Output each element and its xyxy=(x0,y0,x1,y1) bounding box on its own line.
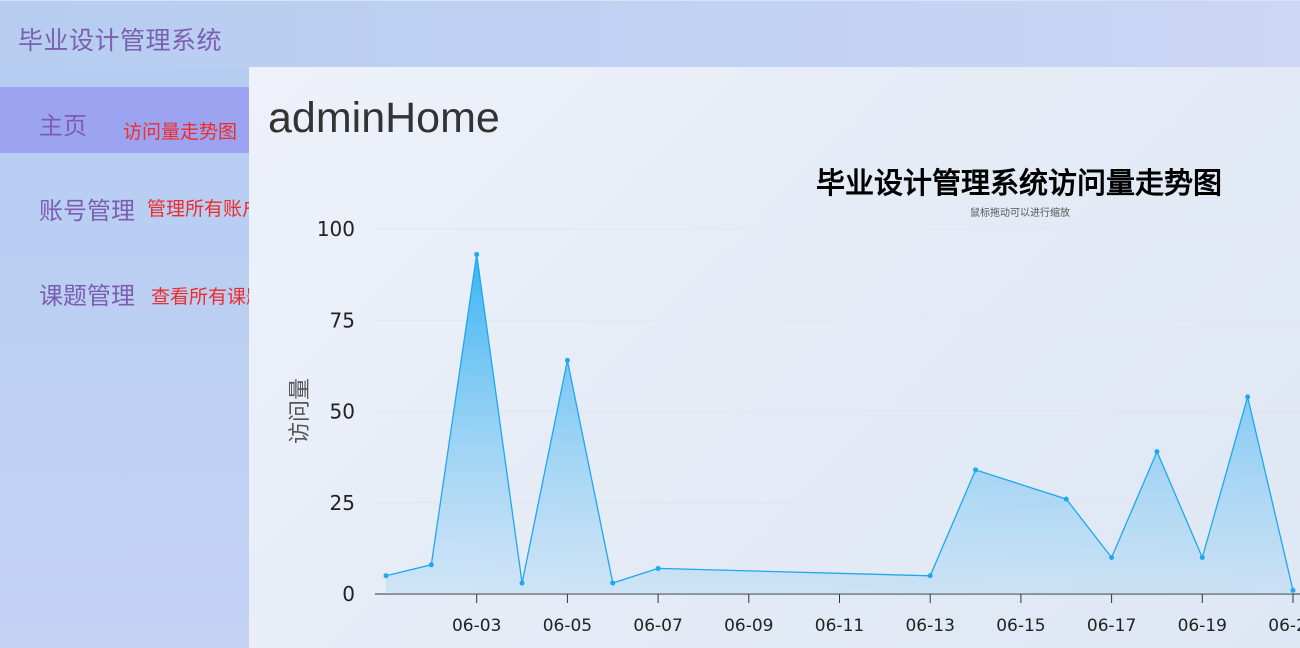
y-tick-label: 50 xyxy=(330,400,355,424)
sidebar-item-topics[interactable]: 课题管理 查看所有课题 xyxy=(0,257,265,323)
sidebar-item-desc: 管理所有账户 xyxy=(147,199,262,220)
x-tick-label: 06-11 xyxy=(815,616,864,636)
y-tick-label: 100 xyxy=(317,217,355,241)
x-tick-label: 06-17 xyxy=(1087,616,1136,636)
page-title: adminHome xyxy=(268,94,500,142)
data-point xyxy=(927,573,933,579)
main-content: adminHome 毕业设计管理系统访问量走势图 鼠标拖动可以进行缩放 访问量 … xyxy=(249,67,1300,648)
x-tick-label: 06-19 xyxy=(1178,616,1227,636)
data-point xyxy=(1245,394,1251,400)
series-visits xyxy=(383,252,1296,594)
data-point xyxy=(428,562,434,568)
x-tick-label: 06-05 xyxy=(543,616,592,636)
sidebar-item-home[interactable]: 主页 访问量走势图 xyxy=(0,87,249,153)
data-point xyxy=(655,565,661,571)
series-area xyxy=(386,254,1293,594)
app-title: 毕业设计管理系统 xyxy=(18,27,223,55)
data-point xyxy=(1199,555,1205,560)
x-tick-label: 06-09 xyxy=(724,616,773,636)
y-tick-label: 0 xyxy=(342,582,355,606)
sidebar-item-desc: 访问量走势图 xyxy=(123,122,238,143)
data-point xyxy=(973,467,979,473)
x-tick-label: 06-07 xyxy=(633,616,682,636)
data-point xyxy=(1109,555,1115,560)
data-point xyxy=(1290,587,1296,593)
data-point xyxy=(383,573,389,579)
x-tick-label: 06-15 xyxy=(996,616,1045,636)
x-axis-ticks: 06-03 06-05 06-07 06-09 06-11 06-13 06-15 06-17… xyxy=(375,593,1300,636)
top-bar: 毕业设计管理系统 xyxy=(0,0,1300,67)
y-axis-label: 访问量 xyxy=(288,378,313,444)
sidebar-item-desc: 查看所有课题 xyxy=(151,287,266,308)
y-tick-label: 75 xyxy=(330,308,355,332)
data-point xyxy=(610,580,616,586)
data-point xyxy=(474,252,480,258)
sidebar-item-label: 账号管理 xyxy=(39,198,135,225)
x-tick-label: 06-03 xyxy=(452,616,501,636)
data-point xyxy=(564,357,570,363)
data-point xyxy=(1063,496,1069,502)
x-tick-label: 06-21 xyxy=(1268,616,1300,636)
chart-subtitle: 鼠标拖动可以进行缩放 xyxy=(970,206,1070,219)
data-point xyxy=(519,580,525,586)
sidebar-item-label: 主页 xyxy=(39,113,87,140)
visits-trend-chart[interactable]: 毕业设计管理系统访问量走势图 鼠标拖动可以进行缩放 访问量 0 25 50 75 100… xyxy=(249,67,1300,648)
data-point xyxy=(1154,449,1160,455)
sidebar-item-label: 课题管理 xyxy=(39,283,135,310)
sidebar: 主页 访问量走势图 账号管理 管理所有账户 课题管理 查看所有课题 xyxy=(0,67,265,648)
chart-title: 毕业设计管理系统访问量走势图 xyxy=(816,166,1222,200)
y-axis-ticks: 0 25 50 75 100 xyxy=(317,217,355,606)
y-tick-label: 25 xyxy=(330,491,355,515)
x-tick-label: 06-13 xyxy=(905,616,954,636)
sidebar-item-accounts[interactable]: 账号管理 管理所有账户 xyxy=(0,172,261,238)
